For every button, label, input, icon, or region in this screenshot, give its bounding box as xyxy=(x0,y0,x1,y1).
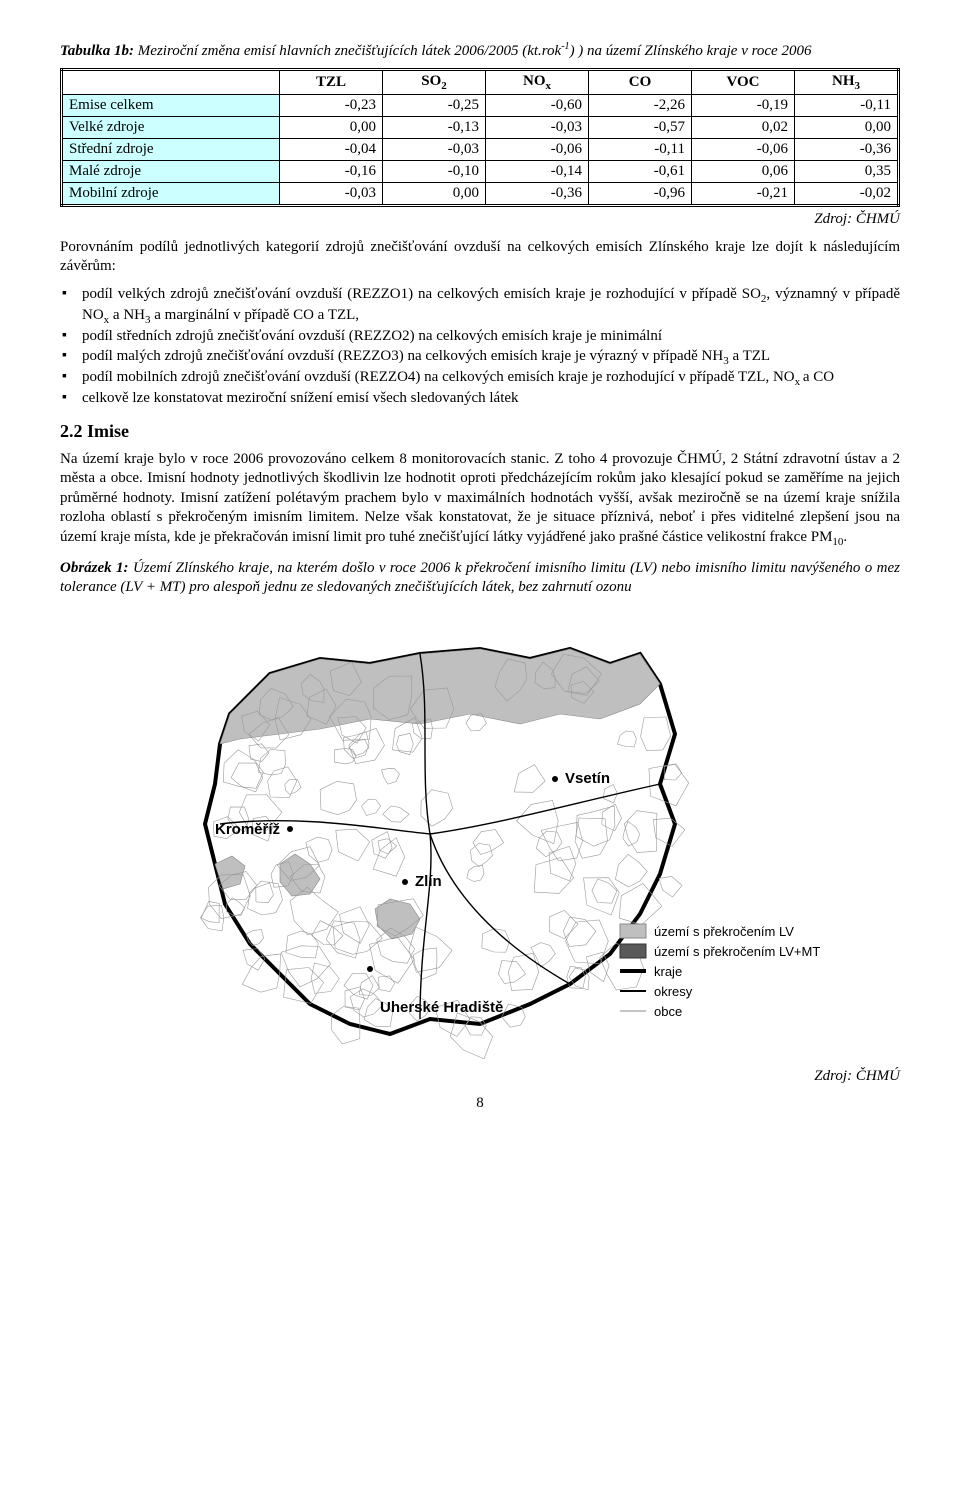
bullet-item: podíl středních zdrojů znečišťování ovzd… xyxy=(60,327,900,347)
table-header: CO xyxy=(589,69,692,94)
cell-value: 0,02 xyxy=(692,116,795,138)
figure-caption: Obrázek 1: Území Zlínského kraje, na kte… xyxy=(60,559,900,598)
row-label: Mobilní zdroje xyxy=(62,182,280,205)
cell-value: 0,00 xyxy=(280,116,383,138)
row-label: Střední zdroje xyxy=(62,138,280,160)
table-header: SO2 xyxy=(383,69,486,94)
table-header: NH3 xyxy=(795,69,899,94)
map-svg: Kroměříž Zlín Vsetín Uherské Hradiště úz… xyxy=(120,604,840,1064)
legend-label: okresy xyxy=(654,984,693,999)
table-header: TZL xyxy=(280,69,383,94)
row-label: Emise celkem xyxy=(62,94,280,116)
cell-value: 0,35 xyxy=(795,160,899,182)
cell-value: -0,19 xyxy=(692,94,795,116)
cell-value: -0,11 xyxy=(589,138,692,160)
figure-source: Zdroj: ČHMÚ xyxy=(60,1068,900,1085)
city-label: Vsetín xyxy=(565,770,610,787)
cell-value: -0,96 xyxy=(589,182,692,205)
cell-value: -0,36 xyxy=(795,138,899,160)
table-row: Mobilní zdroje-0,030,00-0,36-0,96-0,21-0… xyxy=(62,182,899,205)
city-label: Kroměříž xyxy=(215,821,280,838)
legend-label: obce xyxy=(654,1004,682,1019)
emissions-table: TZLSO2NOxCOVOCNH3 Emise celkem-0,23-0,25… xyxy=(60,68,900,207)
city-label: Uherské Hradiště xyxy=(380,999,503,1016)
table-caption: Tabulka 1b: Meziroční změna emisí hlavní… xyxy=(60,40,900,62)
cell-value: -0,57 xyxy=(589,116,692,138)
table-row: Emise celkem-0,23-0,25-0,60-2,26-0,19-0,… xyxy=(62,94,899,116)
cell-value: -0,04 xyxy=(280,138,383,160)
cell-value: -0,06 xyxy=(486,138,589,160)
imise-paragraph: Na území kraje bylo v roce 2006 provozov… xyxy=(60,450,900,549)
cell-value: -0,06 xyxy=(692,138,795,160)
cell-value: -0,13 xyxy=(383,116,486,138)
cell-value: 0,00 xyxy=(383,182,486,205)
legend-item: okresy xyxy=(620,984,693,999)
legend-item: obce xyxy=(620,1004,682,1019)
cell-value: -0,03 xyxy=(486,116,589,138)
legend-item: území s překročením LV+MT xyxy=(620,944,820,959)
cell-value: -0,36 xyxy=(486,182,589,205)
cell-value: -0,61 xyxy=(589,160,692,182)
bullet-item: celkově lze konstatovat meziroční snížen… xyxy=(60,389,900,409)
section-heading: 2.2 Imise xyxy=(60,421,900,442)
cell-value: 0,00 xyxy=(795,116,899,138)
bullet-item: podíl malých zdrojů znečišťování ovzduší… xyxy=(60,347,900,368)
table-header xyxy=(62,69,280,94)
legend-label: kraje xyxy=(654,964,682,979)
cell-value: -0,60 xyxy=(486,94,589,116)
cell-value: -2,26 xyxy=(589,94,692,116)
row-label: Malé zdroje xyxy=(62,160,280,182)
cell-value: -0,03 xyxy=(383,138,486,160)
bullet-item: podíl velkých zdrojů znečišťování ovzduš… xyxy=(60,285,900,328)
table-header: VOC xyxy=(692,69,795,94)
intro-paragraph: Porovnáním podílů jednotlivých kategorií… xyxy=(60,238,900,277)
table-row: Velké zdroje0,00-0,13-0,03-0,570,020,00 xyxy=(62,116,899,138)
bullet-item: podíl mobilních zdrojů znečišťování ovzd… xyxy=(60,368,900,389)
cell-value: -0,21 xyxy=(692,182,795,205)
cell-value: -0,25 xyxy=(383,94,486,116)
city-label: Zlín xyxy=(415,873,442,890)
row-label: Velké zdroje xyxy=(62,116,280,138)
cell-value: -0,23 xyxy=(280,94,383,116)
legend-item: kraje xyxy=(620,964,682,979)
table-row: Střední zdroje-0,04-0,03-0,06-0,11-0,06-… xyxy=(62,138,899,160)
bullet-list: podíl velkých zdrojů znečišťování ovzduš… xyxy=(60,285,900,409)
map-figure: Kroměříž Zlín Vsetín Uherské Hradiště úz… xyxy=(60,604,900,1064)
cell-value: -0,11 xyxy=(795,94,899,116)
cell-value: -0,14 xyxy=(486,160,589,182)
cell-value: -0,10 xyxy=(383,160,486,182)
cell-value: -0,02 xyxy=(795,182,899,205)
legend-label: území s překročením LV+MT xyxy=(654,944,820,959)
table-source: Zdroj: ČHMÚ xyxy=(60,211,900,228)
cell-value: 0,06 xyxy=(692,160,795,182)
table-header: NOx xyxy=(486,69,589,94)
table-row: Malé zdroje-0,16-0,10-0,14-0,610,060,35 xyxy=(62,160,899,182)
legend-label: území s překročením LV xyxy=(654,924,794,939)
page-number: 8 xyxy=(60,1095,900,1112)
cell-value: -0,03 xyxy=(280,182,383,205)
legend-item: území s překročením LV xyxy=(620,924,794,939)
cell-value: -0,16 xyxy=(280,160,383,182)
